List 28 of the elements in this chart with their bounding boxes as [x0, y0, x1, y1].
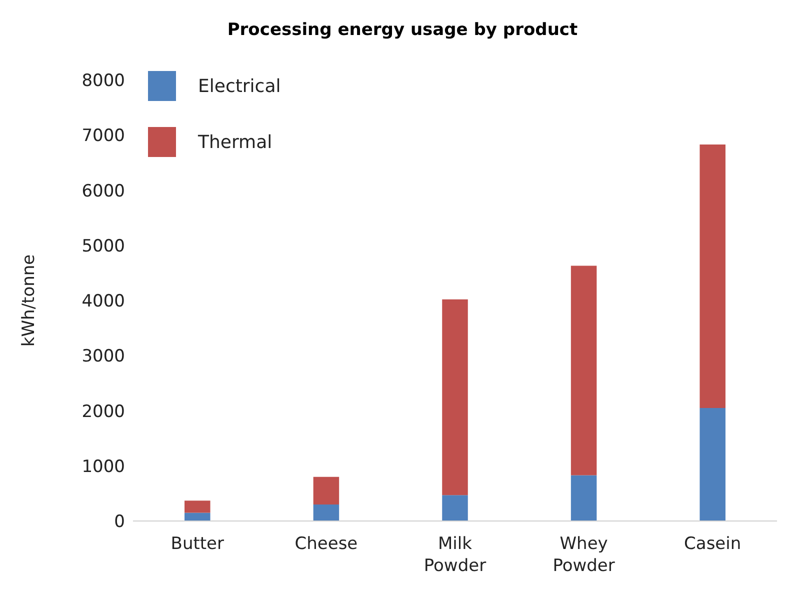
y-tick-label: 5000 [82, 236, 125, 256]
bar [313, 504, 340, 521]
bar [442, 299, 468, 496]
bar [700, 144, 726, 408]
y-tick-label: 4000 [82, 292, 125, 312]
bar [184, 512, 210, 521]
x-tick-label: Casein [684, 534, 742, 554]
y-tick-label: 3000 [82, 346, 125, 367]
y-axis-title: kWh/tonne [19, 254, 40, 347]
chart-title: Processing energy usage by product [226, 20, 579, 40]
x-tick-label: Milk Powder [424, 534, 486, 576]
y-tick-label: 6000 [82, 181, 125, 202]
x-tick-label: Cheese [294, 534, 358, 554]
x-tick-label: Butter [170, 534, 224, 554]
bar [442, 495, 468, 521]
bar [700, 408, 726, 521]
y-tick-label: 1000 [82, 456, 125, 477]
y-tick-label: 0 [114, 512, 125, 532]
bar [313, 476, 340, 504]
bar [570, 475, 597, 521]
y-tick-label: 8000 [82, 71, 125, 92]
legend-label: Thermal [198, 132, 272, 152]
y-tick-label: 2000 [82, 402, 125, 422]
bar [570, 266, 597, 476]
bar [184, 500, 210, 513]
legend-label: Electrical [198, 76, 281, 96]
y-tick-label: 7000 [82, 126, 125, 146]
x-tick-label: Whey Powder [552, 534, 615, 576]
